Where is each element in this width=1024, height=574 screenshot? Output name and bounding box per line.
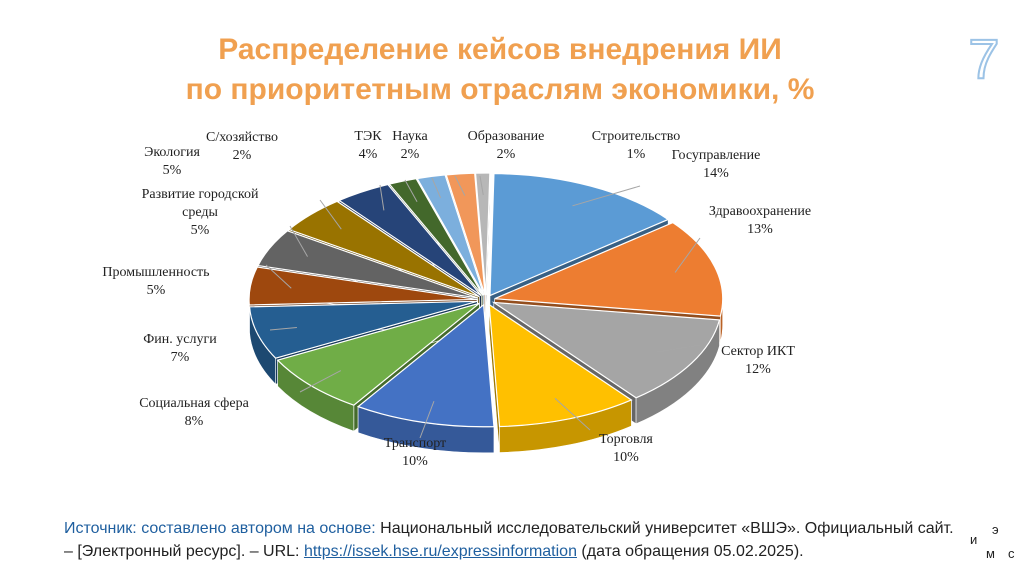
slice-name-4: Торговля — [599, 432, 653, 447]
leader-line-6 — [299, 370, 342, 393]
pie-tops — [248, 172, 724, 428]
slice-name-3: Сектор ИКТ — [721, 344, 795, 359]
leader-line-4 — [554, 397, 591, 431]
leader-line-2 — [674, 237, 701, 273]
slide-title: Распределение кейсов внедрения ИИ по при… — [0, 30, 1000, 110]
slide-title-line-2: по приоритетным отраслям экономики, % — [185, 73, 815, 106]
leader-line-15 — [479, 175, 484, 196]
slice-label-2: Здравоохранение 13% — [709, 204, 811, 237]
slice-value-5: 10% — [402, 454, 428, 469]
pie-leader-lines — [265, 175, 701, 439]
slice-value-1: 14% — [703, 166, 729, 181]
slice-label-8: Промышленность 5% — [102, 265, 209, 298]
leader-line-14 — [454, 175, 466, 196]
slice-label-9: Развитие городской среды 5% — [142, 187, 259, 238]
slice-name-12: С/хозяйство — [206, 130, 278, 145]
slice-4 — [488, 303, 633, 428]
slice-value-6: 8% — [185, 414, 204, 429]
slice-5 — [356, 303, 495, 428]
slice-11 — [337, 183, 482, 297]
slice-name-6: Социальная сфера — [139, 396, 249, 411]
slice-name-10: Экология — [144, 145, 200, 160]
slice-name-9: Развитие городской — [142, 187, 259, 202]
leader-line-12 — [404, 179, 418, 202]
slice-name-9: среды — [182, 205, 218, 220]
source-link[interactable]: https://issek.hse.ru/expressinformation — [303, 543, 577, 560]
slice-label-3: Сектор ИКТ 12% — [721, 344, 795, 377]
leader-line-5 — [419, 401, 435, 439]
slice-label-1: Госуправление 14% — [672, 148, 761, 181]
slice-2 — [494, 221, 724, 317]
slice-label-4: Торговля 10% — [599, 432, 653, 465]
slice-name-11: ТЭК — [354, 129, 382, 144]
logo-letter-1: и — [970, 532, 978, 547]
slice-name-13: Наука — [392, 129, 428, 144]
slice-name-14: Образование — [468, 129, 545, 144]
leader-line-3 — [655, 344, 701, 353]
slice-label-13: Наука 2% — [392, 129, 428, 162]
slice-13 — [416, 174, 485, 296]
leader-line-1 — [572, 185, 641, 207]
source-prefix: Источник: составлено автором на основе: — [64, 520, 376, 537]
slice-label-7: Фин. услуги 7% — [143, 332, 217, 365]
slice-value-2: 13% — [747, 222, 773, 237]
slice-label-10: Экология 5% — [144, 145, 200, 178]
slice-value-13: 2% — [401, 147, 420, 162]
slice-9 — [257, 230, 479, 299]
slice-6 — [276, 302, 480, 406]
pie-labels: Госуправление 14% Здравоохранение 13% Сектор… — [102, 129, 811, 469]
slice-value-8: 5% — [147, 283, 166, 298]
slice-value-9: 5% — [191, 223, 210, 238]
leader-line-13 — [431, 177, 442, 199]
slice-value-11: 4% — [359, 147, 378, 162]
imes-logo: и э м с — [968, 522, 1024, 572]
slide-number-text: 7 — [968, 28, 999, 88]
slice-value-15: 1% — [627, 147, 646, 162]
slice-value-4: 10% — [613, 450, 639, 465]
slice-name-5: Транспорт — [384, 436, 446, 451]
leader-line-7 — [269, 327, 297, 331]
logo-letter-4: с — [1008, 546, 1015, 561]
slice-name-8: Промышленность — [102, 265, 209, 280]
leader-line-9 — [289, 225, 308, 257]
logo-letter-3: м — [986, 546, 995, 561]
leader-line-11 — [379, 184, 385, 211]
slice-label-5: Транспорт 10% — [384, 436, 446, 469]
slice-value-14: 2% — [497, 147, 516, 162]
slice-value-10: 5% — [163, 163, 182, 178]
slice-12 — [388, 178, 484, 296]
source-text-2: (дата обращения 05.02.2025). — [576, 543, 804, 560]
slice-label-11: ТЭК 4% — [354, 129, 382, 162]
slice-name-2: Здравоохранение — [709, 204, 811, 219]
slide-number: 7 — [967, 28, 1000, 88]
slice-8 — [248, 266, 478, 306]
pie-chart: Госуправление 14% Здравоохранение 13% Сектор… — [102, 129, 811, 469]
slice-1 — [489, 172, 670, 297]
leader-line-8 — [265, 264, 292, 289]
slice-3 — [491, 301, 721, 399]
logo-letter-2: э — [992, 522, 999, 537]
slice-label-15: Строительство 1% — [592, 129, 680, 162]
slice-name-15: Строительство — [592, 129, 680, 144]
leader-line-10 — [319, 199, 342, 230]
source-text-1: Национальный исследовательский университ… — [64, 520, 954, 560]
slice-label-14: Образование 2% — [468, 129, 545, 162]
slice-name-1: Госуправление — [672, 148, 761, 163]
slice-7 — [248, 300, 478, 359]
slice-name-7: Фин. услуги — [143, 332, 217, 347]
source-note: Источник: составлено автором на основе: … — [64, 517, 964, 563]
slice-value-7: 7% — [171, 350, 190, 365]
slide-title-line-1: Распределение кейсов внедрения ИИ — [218, 33, 782, 66]
slice-15 — [474, 172, 491, 296]
slice-label-6: Социальная сфера 8% — [139, 396, 249, 429]
slice-value-3: 12% — [745, 362, 771, 377]
slice-10 — [287, 200, 480, 298]
slice-14 — [445, 172, 486, 296]
slice-label-12: С/хозяйство 2% — [206, 130, 278, 163]
slice-value-12: 2% — [233, 148, 252, 163]
